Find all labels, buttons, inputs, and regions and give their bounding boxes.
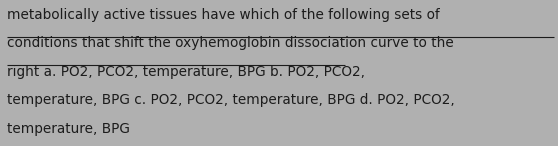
- Text: conditions that shift the oxyhemoglobin dissociation curve to the: conditions that shift the oxyhemoglobin …: [7, 36, 454, 51]
- Text: right a. PO2, PCO2, temperature, BPG b. PO2, PCO2,: right a. PO2, PCO2, temperature, BPG b. …: [7, 65, 365, 79]
- Text: metabolically active tissues have which of the following sets of: metabolically active tissues have which …: [7, 8, 440, 22]
- Text: temperature, BPG: temperature, BPG: [7, 122, 129, 136]
- Text: temperature, BPG c. PO2, PCO2, temperature, BPG d. PO2, PCO2,: temperature, BPG c. PO2, PCO2, temperatu…: [7, 93, 454, 107]
